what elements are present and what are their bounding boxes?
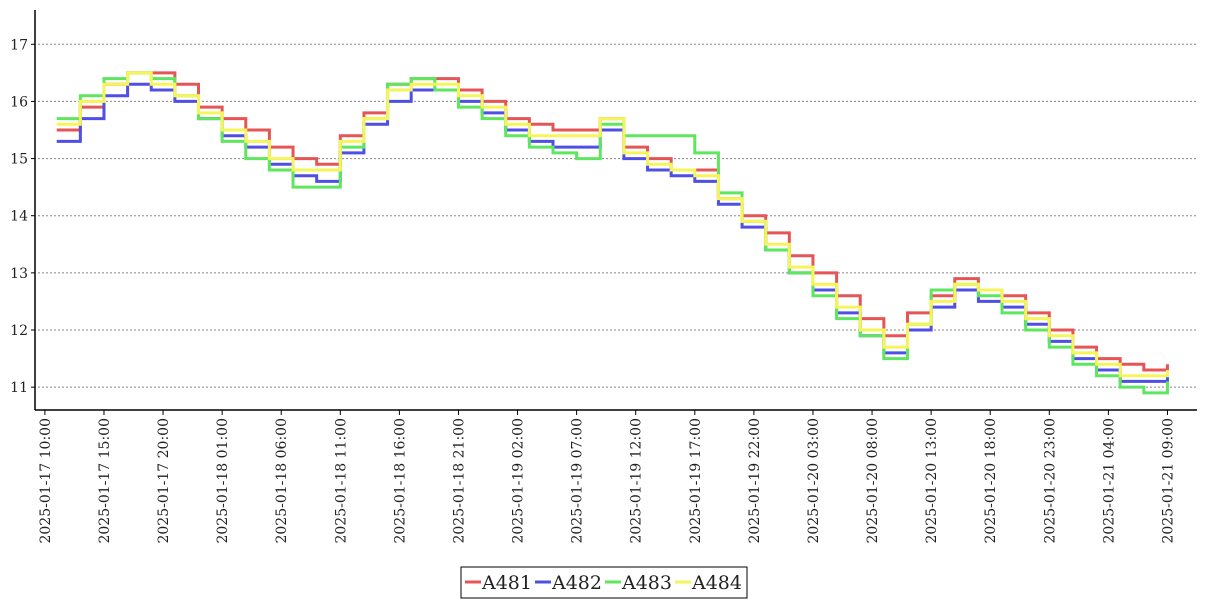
x-tick-label: 2025-01-19 07:00 — [570, 418, 586, 544]
legend-box — [460, 566, 748, 599]
x-tick-label: 2025-01-19 12:00 — [629, 418, 645, 544]
x-tick-label: 2025-01-17 20:00 — [156, 418, 172, 544]
y-tick-label: 16 — [10, 94, 28, 110]
x-tick-label: 2025-01-17 10:00 — [38, 418, 54, 544]
x-tick-label: 2025-01-21 04:00 — [1101, 418, 1117, 544]
y-tick-label: 14 — [10, 209, 28, 225]
legend-label: A481 — [481, 572, 532, 594]
x-tick-label: 2025-01-18 01:00 — [215, 418, 231, 544]
y-tick-label: 13 — [10, 266, 28, 282]
x-tick-label: 2025-01-20 03:00 — [806, 418, 822, 544]
series-line — [56, 71, 1169, 378]
x-tick-label: 2025-01-19 22:00 — [747, 418, 763, 544]
x-tick-label: 2025-01-18 06:00 — [274, 418, 290, 544]
x-tick-label: 2025-01-18 11:00 — [333, 418, 349, 544]
x-tick-label: 2025-01-17 15:00 — [97, 418, 113, 544]
y-tick-label: 15 — [10, 152, 28, 168]
legend-label: A482 — [551, 572, 602, 594]
x-tick-label: 2025-01-20 08:00 — [865, 418, 881, 544]
legend: A481 A482 A483 A484 — [460, 566, 748, 599]
x-tick-label: 2025-01-20 13:00 — [924, 418, 940, 544]
x-tick-label: 2025-01-19 02:00 — [511, 418, 527, 544]
x-tick-label: 2025-01-20 18:00 — [983, 418, 999, 544]
x-tick-label: 2025-01-20 23:00 — [1042, 418, 1058, 544]
series-line — [56, 71, 1169, 395]
x-tick-label: 2025-01-21 09:00 — [1160, 418, 1176, 544]
y-tick-label: 12 — [10, 323, 28, 339]
y-tick-label: 11 — [10, 380, 28, 396]
x-tick-label: 2025-01-19 17:00 — [688, 418, 704, 544]
legend-label: A484 — [691, 572, 742, 594]
y-tick-label: 17 — [10, 37, 28, 53]
x-tick-label: 2025-01-18 16:00 — [392, 418, 408, 544]
legend-label: A483 — [621, 572, 672, 594]
x-tick-label: 2025-01-18 21:00 — [451, 418, 467, 544]
